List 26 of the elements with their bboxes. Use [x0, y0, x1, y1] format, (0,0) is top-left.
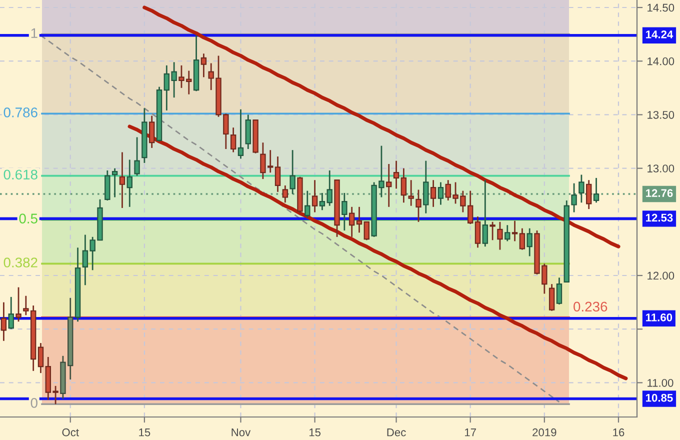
annotation: 0.786: [4, 108, 38, 118]
y-tick-label: 13.50: [648, 110, 674, 119]
ref-line-label: 12.53: [646, 214, 673, 222]
x-tick-label: 16: [613, 428, 624, 436]
annotation: 0: [30, 398, 38, 408]
x-tick-label: 17: [465, 428, 476, 436]
y-tick-label: 14.00: [648, 57, 674, 66]
y-tick-label: 14.50: [648, 4, 674, 12]
ref-line-label: 10.85: [646, 394, 673, 402]
ref-line-label: 14.24: [646, 30, 674, 38]
annotation: 0.5: [19, 214, 38, 224]
ref-line-label: 11.60: [646, 313, 672, 322]
annotation: 0.236: [574, 302, 608, 312]
x-tick-label: Nov: [232, 428, 251, 436]
x-tick-label: 2019: [532, 428, 556, 436]
ref-line-label: 12.76: [646, 189, 673, 198]
y-tick-label: 11.00: [648, 378, 674, 387]
annotation: 0.382: [4, 258, 38, 268]
y-tick-label: 13.00: [648, 164, 674, 172]
annotation: 0.618: [4, 170, 38, 180]
x-tick-label: 15: [309, 428, 321, 436]
y-tick-label: 12.00: [648, 272, 674, 280]
x-tick-label: 15: [139, 428, 150, 436]
x-tick-label: Dec: [387, 428, 406, 436]
annotation: 1: [31, 28, 38, 38]
x-tick-label: Oct: [62, 428, 79, 436]
